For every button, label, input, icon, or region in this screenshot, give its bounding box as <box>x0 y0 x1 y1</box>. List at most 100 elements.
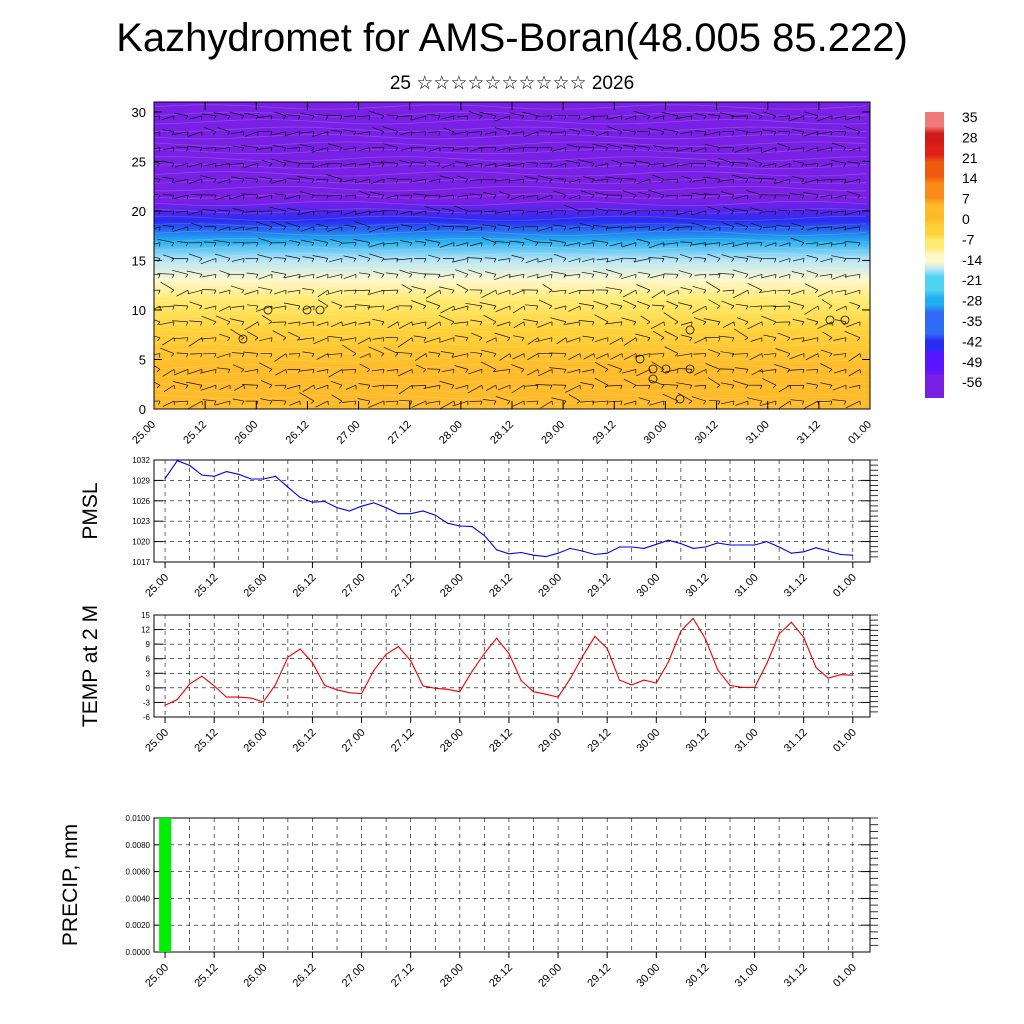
wind-barb <box>493 115 511 122</box>
wind-barb <box>537 226 553 232</box>
wind-barb-flag <box>396 242 399 247</box>
wind-barb <box>511 289 525 296</box>
wind-barb <box>820 349 833 354</box>
wind-barb-flag <box>381 321 385 326</box>
wind-barb-flag <box>340 194 343 200</box>
wind-barb <box>285 194 301 200</box>
wind-barb-flag <box>479 305 483 310</box>
wind-barb <box>298 337 315 341</box>
wind-barb <box>317 369 329 372</box>
wind-barb <box>524 131 539 137</box>
wind-barb <box>833 353 847 356</box>
wind-barb <box>495 210 511 214</box>
wind-barb <box>272 330 287 339</box>
data-point <box>176 698 178 701</box>
wind-barb <box>158 321 175 326</box>
wind-barb-flag <box>199 321 203 326</box>
wind-barb-flag <box>214 242 217 247</box>
wind-barb-flag <box>507 194 511 199</box>
y-axis-label: PRECIP, mm <box>59 824 82 946</box>
contour-line <box>154 134 867 140</box>
wind-barb <box>551 289 567 292</box>
wind-barb-flag <box>606 115 609 120</box>
wind-barb <box>806 382 819 386</box>
wind-barb-flag <box>621 337 623 342</box>
wind-barb <box>271 131 287 136</box>
wind-barb-flag <box>338 305 343 310</box>
wind-barb <box>792 319 805 323</box>
wind-barb-flag <box>199 305 203 310</box>
wind-barb <box>200 337 217 340</box>
data-point <box>618 679 621 681</box>
y-tick-label: 1032 <box>132 456 150 465</box>
wind-barb <box>275 369 287 376</box>
wind-barb <box>370 178 385 185</box>
wind-barb <box>173 131 189 135</box>
wind-barb <box>802 178 819 185</box>
wind-barb-flag <box>605 210 609 215</box>
wind-barb-flag <box>411 131 413 136</box>
wind-barb <box>162 115 175 120</box>
wind-barb-flag <box>423 163 427 168</box>
wind-barb-flag <box>424 147 427 152</box>
wind-barb-flag <box>325 115 329 120</box>
wind-barb <box>439 175 455 180</box>
wind-barb <box>556 337 567 345</box>
y-tick-label: 0.0100 <box>126 814 151 823</box>
data-point <box>311 501 313 503</box>
wind-barb <box>844 330 861 339</box>
wind-barb-flag <box>774 210 777 215</box>
wind-barb <box>675 115 693 119</box>
wind-barb <box>648 400 665 406</box>
wind-barb-flag <box>269 179 273 183</box>
wind-barb <box>662 393 679 402</box>
data-point <box>790 621 793 623</box>
wind-barb <box>624 400 637 405</box>
wind-barb <box>154 353 161 356</box>
wind-barb <box>777 209 791 212</box>
wind-barb <box>358 272 371 275</box>
wind-barb <box>189 301 203 307</box>
wind-barb <box>415 353 427 361</box>
wind-barb-flag <box>591 274 595 278</box>
wind-barb-flag <box>759 400 763 405</box>
wind-barb-flag <box>283 274 287 278</box>
wind-barb <box>496 321 511 327</box>
wind-barb-flag <box>213 210 217 215</box>
wind-barb-flag <box>214 353 217 358</box>
wind-barb <box>494 332 511 339</box>
wind-barb <box>834 194 847 199</box>
contour-line <box>154 371 866 377</box>
wind-barb-flag <box>774 258 777 263</box>
x-tick-label: 25.00 <box>130 419 158 447</box>
wind-barb <box>485 271 497 275</box>
wind-barb <box>791 289 805 295</box>
wind-barb <box>313 337 329 345</box>
wind-barb <box>664 346 679 354</box>
wind-barb <box>215 163 231 167</box>
wind-barb <box>676 382 693 386</box>
wind-barb-flag <box>186 210 189 215</box>
wind-barb <box>312 131 329 138</box>
wind-barb <box>663 312 679 323</box>
wind-barb-flag <box>241 115 245 120</box>
wind-barb-flag <box>451 385 455 389</box>
wind-barb-flag <box>857 305 861 310</box>
wind-barb-flag <box>256 242 259 247</box>
wind-barb <box>386 226 399 230</box>
wind-barb <box>731 353 749 355</box>
wind-barb-flag <box>788 290 791 295</box>
data-point <box>446 688 449 690</box>
colorbar-label: -42 <box>962 333 982 349</box>
wind-barb-flag <box>605 194 609 199</box>
wind-barb <box>316 223 329 228</box>
wind-barb <box>284 131 301 137</box>
wind-barb-flag <box>437 305 441 310</box>
wind-barb <box>257 115 273 118</box>
wind-barb <box>845 241 861 243</box>
wind-barb <box>386 114 399 117</box>
wind-barb <box>527 369 539 376</box>
wind-barb <box>484 163 497 167</box>
wind-barb-flag <box>857 163 861 168</box>
colorbar-label: 14 <box>962 170 978 186</box>
